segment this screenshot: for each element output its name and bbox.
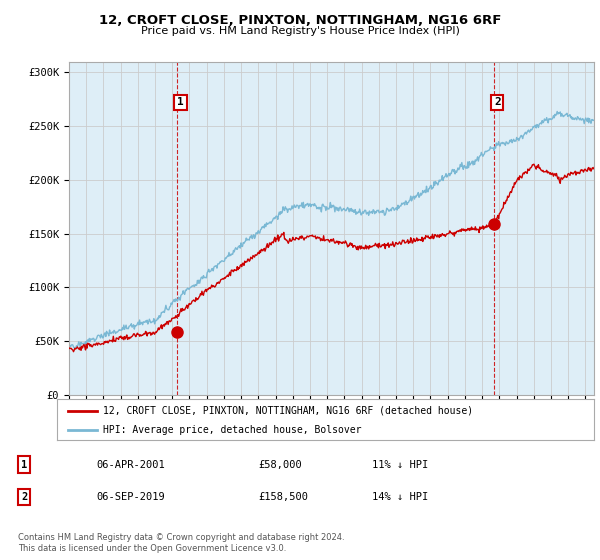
Text: £158,500: £158,500 (258, 492, 308, 502)
Text: 1: 1 (21, 460, 27, 469)
Text: Price paid vs. HM Land Registry's House Price Index (HPI): Price paid vs. HM Land Registry's House … (140, 26, 460, 36)
Text: 06-SEP-2019: 06-SEP-2019 (96, 492, 165, 502)
Text: 2: 2 (21, 492, 27, 502)
Text: £58,000: £58,000 (258, 460, 302, 469)
Text: Contains HM Land Registry data © Crown copyright and database right 2024.
This d: Contains HM Land Registry data © Crown c… (18, 533, 344, 553)
Text: 12, CROFT CLOSE, PINXTON, NOTTINGHAM, NG16 6RF (detached house): 12, CROFT CLOSE, PINXTON, NOTTINGHAM, NG… (103, 405, 473, 416)
Text: 1: 1 (177, 97, 184, 108)
Text: 14% ↓ HPI: 14% ↓ HPI (372, 492, 428, 502)
Text: 2: 2 (494, 97, 500, 108)
Text: HPI: Average price, detached house, Bolsover: HPI: Average price, detached house, Bols… (103, 424, 361, 435)
Text: 11% ↓ HPI: 11% ↓ HPI (372, 460, 428, 469)
Text: 06-APR-2001: 06-APR-2001 (96, 460, 165, 469)
Text: 12, CROFT CLOSE, PINXTON, NOTTINGHAM, NG16 6RF: 12, CROFT CLOSE, PINXTON, NOTTINGHAM, NG… (99, 14, 501, 27)
